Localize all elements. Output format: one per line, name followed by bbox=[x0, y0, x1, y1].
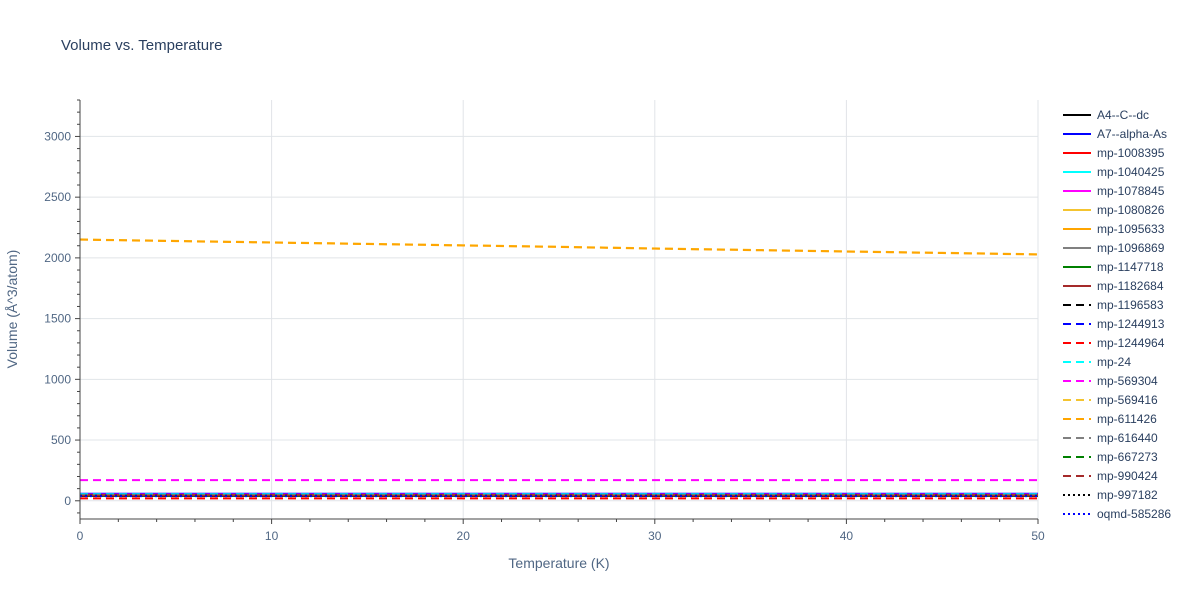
y-tick-label: 2500 bbox=[44, 190, 71, 204]
legend-label: mp-667273 bbox=[1097, 450, 1158, 464]
grid bbox=[80, 100, 1039, 519]
legend-label: mp-569416 bbox=[1097, 393, 1158, 407]
legend-item: mp-1147718 bbox=[1063, 260, 1164, 274]
legend-label: mp-569304 bbox=[1097, 374, 1158, 388]
x-tick-label: 0 bbox=[77, 529, 84, 543]
legend-label: mp-1080826 bbox=[1097, 203, 1165, 217]
legend-label: oqmd-585286 bbox=[1097, 507, 1171, 521]
legend-label: mp-1196583 bbox=[1097, 298, 1164, 312]
legend-label: mp-1008395 bbox=[1097, 146, 1165, 160]
legend-item: mp-997182 bbox=[1063, 488, 1158, 502]
legend-label: mp-1182684 bbox=[1097, 279, 1164, 293]
axes: 0 500 1000 1500 2000 2500 3000 0 10 20 30 40 50 bbox=[44, 99, 1045, 543]
legend-label: mp-997182 bbox=[1097, 488, 1158, 502]
legend-item: mp-24 bbox=[1063, 355, 1131, 369]
legend-item: mp-1008395 bbox=[1063, 146, 1165, 160]
legend: A4--C--dc A7--alpha-As mp-1008395 mp-104042… bbox=[1063, 108, 1171, 521]
legend-label: mp-1040425 bbox=[1097, 165, 1165, 179]
y-tick-label: 0 bbox=[64, 494, 71, 508]
legend-label: A7--alpha-As bbox=[1097, 127, 1167, 141]
legend-item: A4--C--dc bbox=[1063, 108, 1149, 122]
legend-label: mp-24 bbox=[1097, 355, 1131, 369]
legend-item: mp-1244964 bbox=[1063, 336, 1165, 350]
legend-label: mp-1147718 bbox=[1097, 260, 1164, 274]
legend-item: mp-1095633 bbox=[1063, 222, 1165, 236]
legend-label: mp-1244913 bbox=[1097, 317, 1165, 331]
legend-label: mp-1244964 bbox=[1097, 336, 1165, 350]
y-tick-label: 2000 bbox=[44, 251, 71, 265]
legend-item: oqmd-585286 bbox=[1063, 507, 1171, 521]
x-tick-label: 30 bbox=[648, 529, 662, 543]
legend-label: mp-990424 bbox=[1097, 469, 1158, 483]
plot-area bbox=[79, 238, 1039, 500]
legend-item: mp-569416 bbox=[1063, 393, 1158, 407]
legend-item: mp-1182684 bbox=[1063, 279, 1164, 293]
legend-item: mp-616440 bbox=[1063, 431, 1158, 445]
legend-item: mp-667273 bbox=[1063, 450, 1158, 464]
legend-label: mp-611426 bbox=[1097, 412, 1157, 426]
legend-item: mp-1040425 bbox=[1063, 165, 1165, 179]
legend-item: mp-569304 bbox=[1063, 374, 1158, 388]
chart-title: Volume vs. Temperature bbox=[61, 37, 222, 54]
y-tick-label: 1000 bbox=[44, 372, 71, 386]
x-tick-label: 50 bbox=[1031, 529, 1045, 543]
legend-label: mp-616440 bbox=[1097, 431, 1158, 445]
legend-item: mp-990424 bbox=[1063, 469, 1158, 483]
legend-item: mp-1078845 bbox=[1063, 184, 1165, 198]
x-tick-label: 10 bbox=[265, 529, 279, 543]
x-tick-label: 40 bbox=[840, 529, 854, 543]
series-line bbox=[79, 238, 1039, 256]
legend-label: mp-1095633 bbox=[1097, 222, 1165, 236]
y-tick-label: 500 bbox=[51, 433, 71, 447]
legend-item: mp-611426 bbox=[1063, 412, 1157, 426]
legend-label: mp-1078845 bbox=[1097, 184, 1165, 198]
y-tick-label: 1500 bbox=[44, 312, 71, 326]
legend-item: A7--alpha-As bbox=[1063, 127, 1167, 141]
x-tick-label: 20 bbox=[457, 529, 471, 543]
legend-item: mp-1096869 bbox=[1063, 241, 1165, 255]
legend-item: mp-1196583 bbox=[1063, 298, 1164, 312]
legend-label: mp-1096869 bbox=[1097, 241, 1165, 255]
legend-label: A4--C--dc bbox=[1097, 108, 1149, 122]
y-tick-label: 3000 bbox=[44, 129, 71, 143]
legend-item: mp-1080826 bbox=[1063, 203, 1165, 217]
x-axis-title: Temperature (K) bbox=[508, 555, 609, 571]
legend-item: mp-1244913 bbox=[1063, 317, 1165, 331]
y-axis-title: Volume (Å^3/atom) bbox=[4, 250, 20, 369]
